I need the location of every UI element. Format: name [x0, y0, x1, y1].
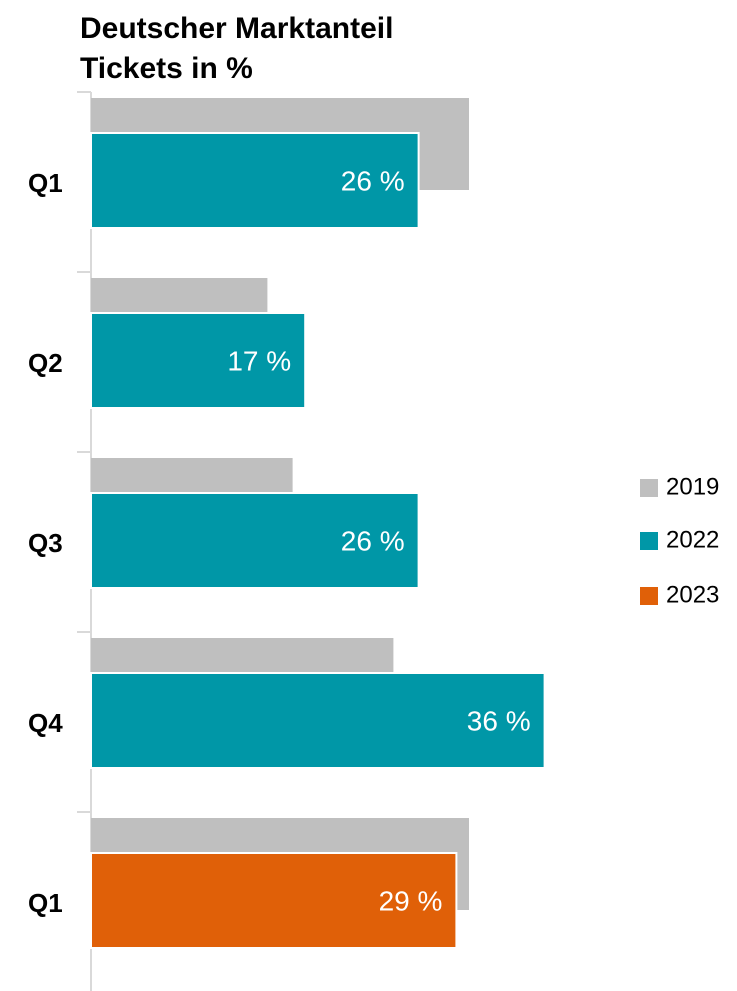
y-tick-label: Q1 — [28, 168, 63, 198]
legend-swatch — [640, 587, 658, 605]
bar — [90, 852, 458, 949]
y-tick-label: Q3 — [28, 528, 63, 558]
bar — [90, 672, 546, 769]
legend-label: 2019 — [666, 473, 719, 500]
data-label: 26 % — [341, 165, 405, 196]
data-label: 36 % — [467, 705, 531, 736]
y-tick-label: Q1 — [28, 888, 63, 918]
legend-swatch — [640, 532, 658, 550]
data-label: 17 % — [227, 345, 291, 376]
data-label: 26 % — [341, 525, 405, 556]
y-tick-label: Q2 — [28, 348, 63, 378]
legend-label: 2023 — [666, 581, 719, 608]
chart-subtitle: Tickets in % — [80, 52, 253, 85]
data-label: 29 % — [379, 885, 443, 916]
bar — [90, 132, 420, 229]
legend-swatch — [640, 479, 658, 497]
bar — [90, 492, 420, 589]
bar — [90, 312, 307, 409]
legend-label: 2022 — [666, 526, 719, 553]
y-tick-label: Q4 — [28, 708, 63, 738]
chart-title: Deutscher Marktanteil — [80, 12, 393, 45]
